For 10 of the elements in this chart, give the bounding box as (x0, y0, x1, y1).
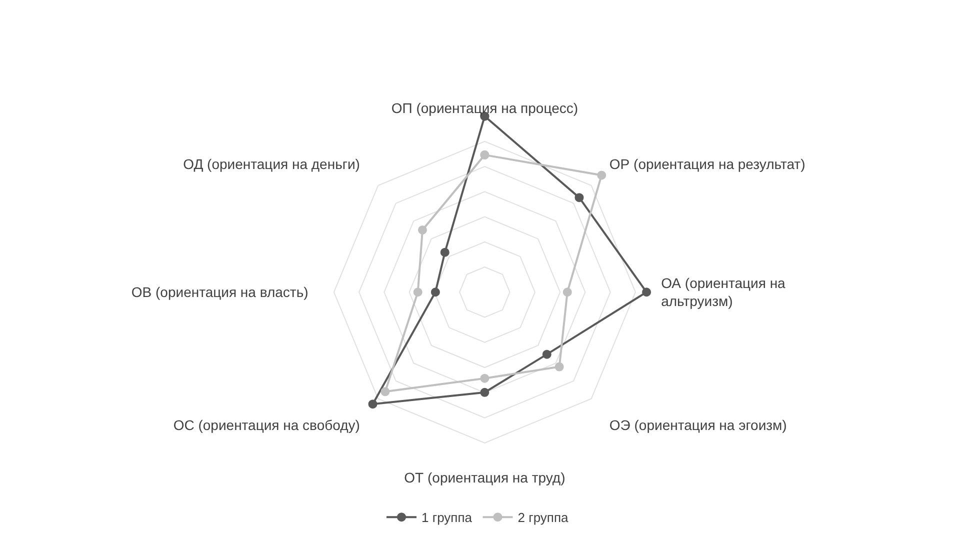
spoke-label: ОТ (ориентация на труд) (404, 470, 566, 486)
spoke-label: ОЭ (ориентация на эгоизм) (609, 417, 787, 434)
spoke-label: ОС (ориентация на свободу) (173, 417, 360, 434)
spoke-label: ОП (ориентация на процесс) (391, 100, 578, 116)
spoke-label: ОР (ориентация на результат) (609, 156, 806, 172)
spoke-label: ОД (ориентация на деньги) (183, 156, 360, 172)
legend-label: 1 группа (422, 510, 473, 526)
spoke-label: ОА (ориентация на альтруизм) (661, 274, 786, 310)
legend-label: 2 группа (518, 510, 569, 526)
spoke-label: ОВ (ориентация на власть) (131, 284, 308, 300)
